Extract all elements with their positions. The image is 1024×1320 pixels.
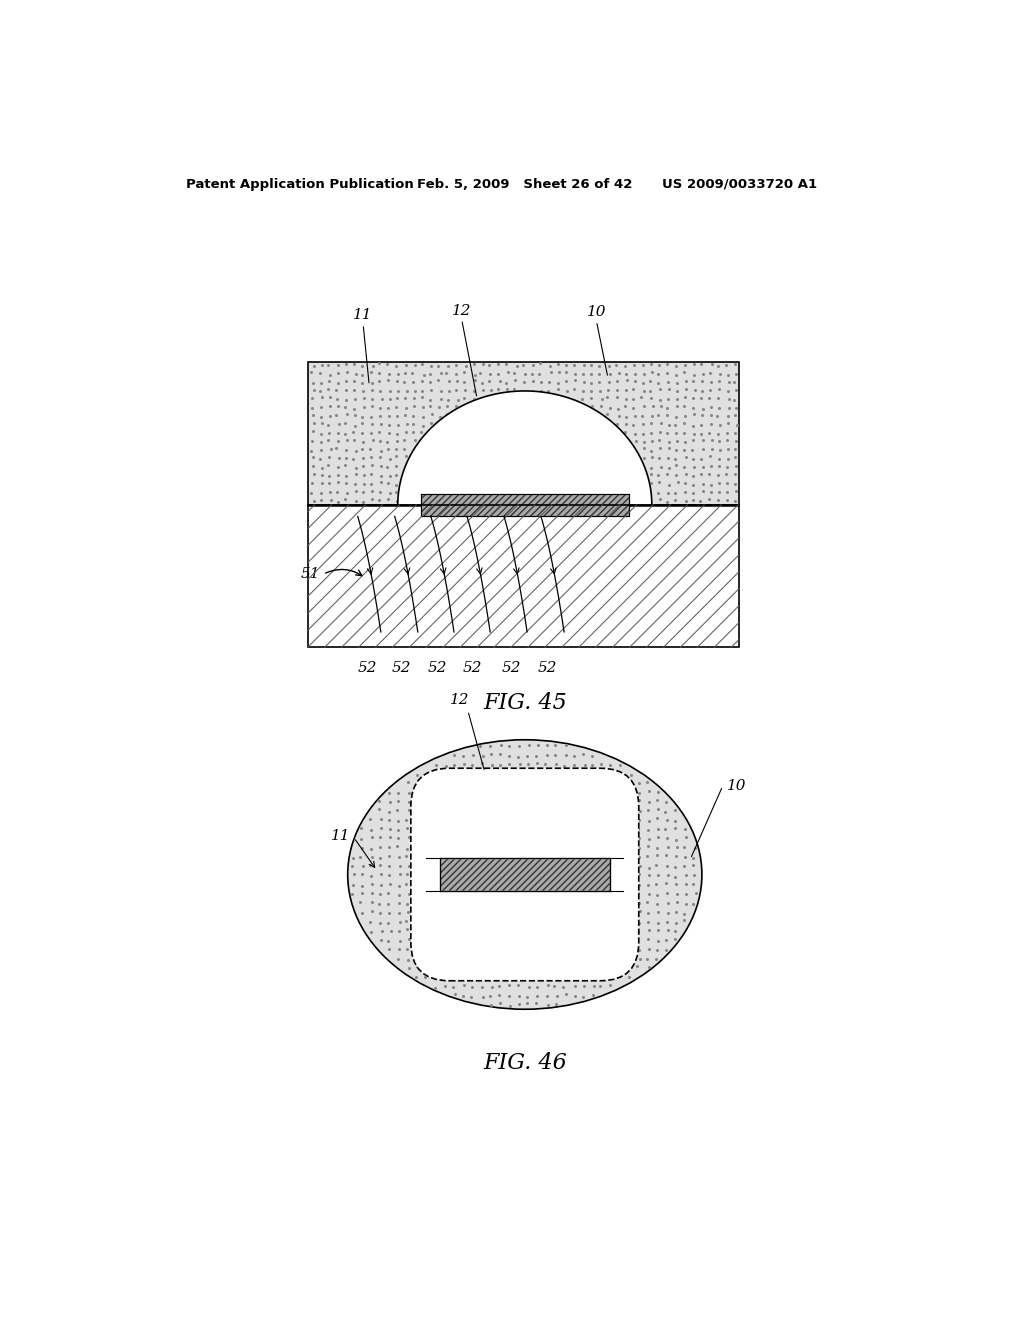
Text: 10: 10 — [727, 779, 746, 793]
Text: 52: 52 — [463, 661, 482, 676]
Bar — [307, 363, 739, 506]
Text: FIG. 45: FIG. 45 — [483, 692, 566, 714]
Bar — [421, 494, 629, 516]
Text: Patent Application Publication: Patent Application Publication — [186, 178, 414, 190]
Text: 52: 52 — [501, 661, 520, 676]
Text: 52: 52 — [427, 661, 446, 676]
Polygon shape — [432, 843, 617, 858]
Text: 52: 52 — [358, 661, 378, 676]
Text: 51: 51 — [300, 568, 319, 581]
Bar — [307, 506, 739, 647]
Polygon shape — [432, 891, 617, 906]
Text: 52: 52 — [539, 661, 558, 676]
Text: 10: 10 — [587, 305, 606, 319]
Text: 12: 12 — [451, 693, 470, 708]
FancyBboxPatch shape — [411, 768, 639, 981]
Polygon shape — [397, 391, 652, 506]
Text: FIG. 46: FIG. 46 — [483, 1052, 566, 1073]
Text: US 2009/0033720 A1: US 2009/0033720 A1 — [662, 178, 817, 190]
Text: 52: 52 — [392, 661, 412, 676]
Bar — [440, 858, 609, 891]
Text: 11: 11 — [331, 829, 350, 843]
Text: Feb. 5, 2009   Sheet 26 of 42: Feb. 5, 2009 Sheet 26 of 42 — [417, 178, 633, 190]
Text: 11: 11 — [353, 309, 373, 322]
Text: 12: 12 — [452, 304, 471, 318]
Ellipse shape — [348, 739, 701, 1010]
